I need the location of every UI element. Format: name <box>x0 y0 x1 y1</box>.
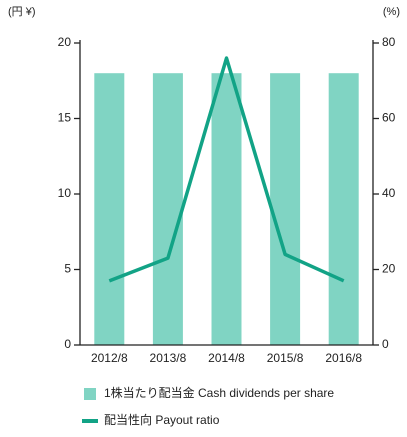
x-tick-label: 2014/8 <box>208 351 245 365</box>
y-tick-label: 15 <box>58 111 72 125</box>
legend-swatch <box>84 388 96 400</box>
legend-label: 配当性向 Payout ratio <box>104 412 220 427</box>
bar <box>94 73 125 345</box>
y-tick-label: 0 <box>64 337 71 351</box>
bar <box>211 73 242 345</box>
y2-axis-label: (%) <box>383 6 400 18</box>
y-axis-label: (円 ¥) <box>8 6 36 18</box>
x-tick-label: 2015/8 <box>267 351 304 365</box>
y2-tick-label: 20 <box>382 262 396 276</box>
x-tick-label: 2013/8 <box>150 351 187 365</box>
x-tick-label: 2012/8 <box>91 351 128 365</box>
line <box>108 56 345 283</box>
bar <box>270 73 301 345</box>
legend-label: 1株当たり配当金 Cash dividends per share <box>104 385 334 400</box>
y2-tick-label: 60 <box>382 111 396 125</box>
y-tick-label: 5 <box>64 262 71 276</box>
x-tick-label: 2016/8 <box>325 351 362 365</box>
y-tick-label: 10 <box>58 186 72 200</box>
y2-tick-label: 80 <box>382 35 396 49</box>
bar <box>328 73 359 345</box>
bar <box>152 73 183 345</box>
y-tick-label: 20 <box>58 35 72 49</box>
y2-tick-label: 40 <box>382 186 396 200</box>
y2-tick-label: 0 <box>382 337 389 351</box>
